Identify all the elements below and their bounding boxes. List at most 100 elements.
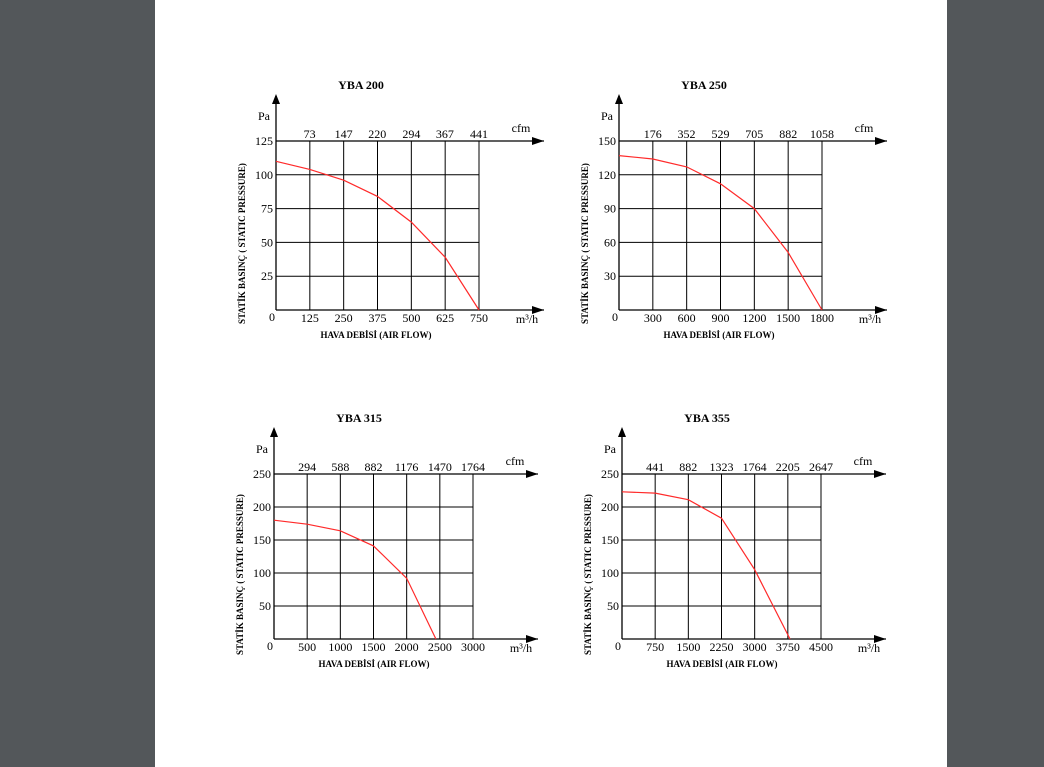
top-tick-label: 1058 (810, 127, 834, 141)
x-tick-label: 2000 (395, 640, 419, 654)
y-tick-label: 0 (269, 310, 275, 324)
arrow-head (532, 306, 544, 314)
x-tick-label: 2250 (710, 640, 734, 654)
x-tick-label: 3750 (776, 640, 800, 654)
y-axis-label: STATİK BASINÇ ( STATIC PRESSURE) (237, 163, 247, 324)
x-tick-label: 1500 (776, 311, 800, 325)
y-unit: Pa (601, 109, 614, 123)
y-tick-label: 50 (259, 599, 271, 613)
x2-unit: cfm (855, 121, 874, 135)
top-tick-label: 1470 (428, 460, 452, 474)
y-tick-label: 30 (604, 269, 616, 283)
arrow-head (526, 470, 538, 478)
curve (273, 519, 437, 640)
y-tick-label: 250 (253, 467, 271, 481)
y-tick-label: 50 (261, 235, 273, 249)
y-tick-label: 75 (261, 202, 273, 216)
top-tick-label: 352 (678, 127, 696, 141)
top-tick-label: 367 (436, 127, 454, 141)
chart-title: YBA 250 (681, 78, 727, 92)
x-axis-label: HAVA DEBİSİ (AIR FLOW) (664, 330, 775, 340)
top-tick-label: 441 (646, 460, 664, 474)
top-tick-label: 294 (298, 460, 316, 474)
y-unit: Pa (604, 442, 617, 456)
curve (621, 491, 791, 640)
arrow-head (270, 427, 278, 437)
curve (618, 155, 823, 311)
top-tick-label: 882 (679, 460, 697, 474)
x-unit: m³/h (858, 641, 880, 655)
y-tick-label: 150 (253, 533, 271, 547)
x-tick-label: 1000 (328, 640, 352, 654)
x-tick-label: 900 (712, 311, 730, 325)
y-tick-label: 125 (255, 134, 273, 148)
y-tick-label: 0 (612, 310, 618, 324)
x-tick-label: 250 (335, 311, 353, 325)
x-tick-label: 750 (470, 311, 488, 325)
x-tick-label: 1200 (742, 311, 766, 325)
chart-title: YBA 355 (684, 411, 730, 425)
y-tick-label: 50 (607, 599, 619, 613)
y-tick-label: 100 (253, 566, 271, 580)
x-tick-label: 3000 (461, 640, 485, 654)
arrow-head (272, 94, 280, 104)
chart-title: YBA 315 (336, 411, 382, 425)
y-tick-label: 100 (255, 168, 273, 182)
x2-unit: cfm (854, 454, 873, 468)
y-tick-label: 90 (604, 202, 616, 216)
top-tick-label: 176 (644, 127, 662, 141)
x-tick-label: 1800 (810, 311, 834, 325)
x-tick-label: 1500 (362, 640, 386, 654)
arrow-head (874, 470, 886, 478)
x-tick-label: 625 (436, 311, 454, 325)
x-axis-label: HAVA DEBİSİ (AIR FLOW) (319, 659, 430, 669)
x-unit: m³/h (516, 312, 538, 326)
arrow-head (618, 427, 626, 437)
y-tick-label: 60 (604, 235, 616, 249)
x-tick-label: 300 (644, 311, 662, 325)
arrow-head (875, 306, 887, 314)
top-tick-label: 147 (335, 127, 353, 141)
x-tick-label: 375 (369, 311, 387, 325)
x-unit: m³/h (510, 641, 532, 655)
y-tick-label: 200 (601, 500, 619, 514)
top-tick-label: 2647 (809, 460, 833, 474)
arrow-head (532, 137, 544, 145)
x-axis-label: HAVA DEBİSİ (AIR FLOW) (667, 659, 778, 669)
top-tick-label: 73 (304, 127, 316, 141)
y-axis-label: STATİK BASINÇ ( STATIC PRESSURE) (583, 494, 593, 655)
x-tick-label: 500 (298, 640, 316, 654)
arrow-head (874, 635, 886, 643)
x-tick-label: 1500 (676, 640, 700, 654)
top-tick-label: 1764 (461, 460, 485, 474)
top-tick-label: 529 (712, 127, 730, 141)
top-tick-label: 882 (365, 460, 383, 474)
arrow-head (875, 137, 887, 145)
x-unit: m³/h (859, 312, 881, 326)
curve (275, 160, 480, 311)
top-tick-label: 220 (368, 127, 386, 141)
top-tick-label: 1323 (709, 460, 733, 474)
arrow-head (615, 94, 623, 104)
y-tick-label: 0 (615, 639, 621, 653)
x2-unit: cfm (506, 454, 525, 468)
y-tick-label: 200 (253, 500, 271, 514)
y-tick-label: 150 (598, 134, 616, 148)
y-tick-label: 25 (261, 269, 273, 283)
x-tick-label: 2500 (428, 640, 452, 654)
x-tick-label: 750 (646, 640, 664, 654)
y-tick-label: 250 (601, 467, 619, 481)
y-tick-label: 0 (267, 639, 273, 653)
y-tick-label: 100 (601, 566, 619, 580)
y-axis-label: STATİK BASINÇ ( STATIC PRESSURE) (580, 163, 590, 324)
x-tick-label: 500 (402, 311, 420, 325)
top-tick-label: 588 (331, 460, 349, 474)
x-tick-label: 600 (678, 311, 696, 325)
x2-unit: cfm (512, 121, 531, 135)
y-unit: Pa (258, 109, 271, 123)
top-tick-label: 2205 (776, 460, 800, 474)
x-tick-label: 3000 (743, 640, 767, 654)
top-tick-label: 705 (745, 127, 763, 141)
